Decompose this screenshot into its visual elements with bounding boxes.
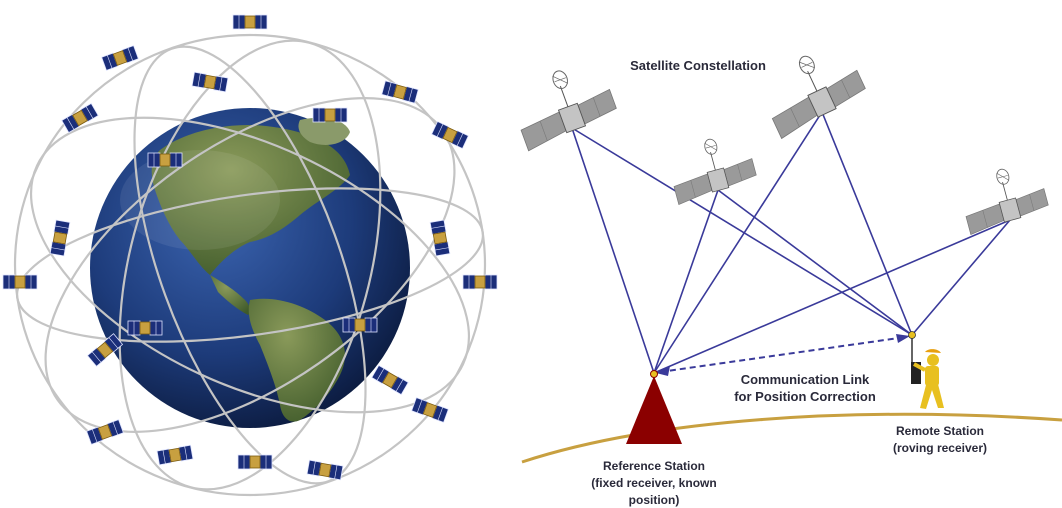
satellite-icon bbox=[127, 320, 163, 336]
orbit-ring bbox=[15, 187, 485, 343]
signal-line-sat2-reference bbox=[653, 189, 719, 374]
surveyor-person-icon bbox=[908, 331, 944, 409]
satellite-icon bbox=[381, 80, 419, 104]
reference-station-desc-2: position) bbox=[629, 493, 680, 507]
satellite-icon bbox=[771, 55, 866, 140]
satellite-icon bbox=[232, 14, 268, 30]
satellite-icon bbox=[342, 317, 378, 333]
satellite-icon bbox=[673, 138, 757, 206]
communication-link-label-2: for Position Correction bbox=[734, 389, 876, 404]
communication-link-line bbox=[659, 336, 907, 373]
orbit-ring bbox=[133, 45, 367, 485]
greenland-landmass bbox=[298, 117, 350, 145]
satellite-icon bbox=[306, 459, 344, 481]
satellite-icon bbox=[86, 333, 124, 367]
orbit-ring bbox=[13, 33, 487, 497]
satellite-icon bbox=[101, 45, 139, 71]
reference-antenna-dot bbox=[650, 370, 658, 378]
signal-line-sat4-reference bbox=[653, 219, 1011, 374]
dgps-diagram-figure: Satellite Constellation Communication Li… bbox=[520, 55, 1062, 507]
satellite-icon bbox=[462, 274, 498, 290]
right-satellites bbox=[520, 55, 1049, 236]
signal-line-sat3-remote bbox=[821, 111, 913, 336]
satellite-icon bbox=[86, 419, 124, 445]
signal-line-sat4-remote bbox=[911, 219, 1011, 336]
satellite-icon bbox=[147, 152, 183, 168]
satellite-icon bbox=[312, 107, 348, 123]
satellite-icon bbox=[49, 219, 71, 257]
reference-station-label: Reference Station bbox=[603, 459, 705, 473]
satellite-icon bbox=[191, 71, 229, 93]
globe-highlight bbox=[120, 150, 280, 250]
left-satellites bbox=[2, 14, 498, 481]
link-arrowhead-icon bbox=[896, 334, 910, 343]
satellite-icon bbox=[61, 102, 99, 134]
orbit-ring bbox=[118, 39, 382, 491]
signal-line-sat1-reference bbox=[571, 127, 655, 374]
satellite-icon bbox=[431, 120, 469, 150]
satellite-icon bbox=[237, 454, 273, 470]
link-arrowhead-icon bbox=[656, 366, 670, 376]
signal-line-sat1-remote bbox=[571, 127, 913, 336]
constellation-globe-figure bbox=[2, 14, 498, 497]
remote-station-label: Remote Station bbox=[896, 424, 984, 438]
ground-horizon bbox=[521, 412, 1062, 464]
reference-station-desc-1: (fixed receiver, known bbox=[591, 476, 716, 490]
satellite-icon bbox=[429, 219, 451, 257]
north-america-landmass bbox=[151, 124, 350, 276]
remote-station-desc: (roving receiver) bbox=[893, 441, 987, 455]
satellite-icon bbox=[520, 70, 617, 152]
reference-station-triangle bbox=[626, 376, 682, 444]
central-america-landmass bbox=[210, 275, 251, 315]
south-america-landmass bbox=[248, 298, 345, 422]
signal-line-sat3-reference bbox=[653, 111, 823, 374]
satellite-icon bbox=[411, 397, 449, 423]
signal-line-sat2-remote bbox=[717, 189, 913, 336]
communication-link-label: Communication Link bbox=[741, 372, 870, 387]
orbit-ring bbox=[29, 116, 471, 414]
satellite-icon bbox=[371, 364, 409, 396]
satellite-icon bbox=[965, 168, 1049, 236]
satellite-icon bbox=[156, 444, 194, 466]
constellation-title: Satellite Constellation bbox=[630, 58, 766, 73]
signal-lines bbox=[571, 111, 1011, 374]
satellite-icon bbox=[2, 274, 38, 290]
